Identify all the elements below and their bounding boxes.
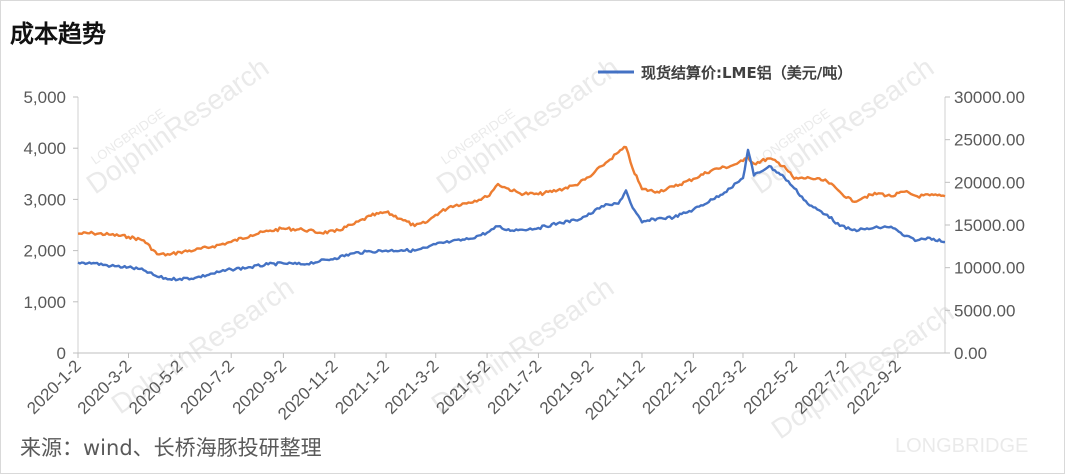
chart-title: 成本趋势: [10, 20, 106, 48]
y-right-tick-label: 0.00: [954, 344, 987, 363]
y-left-tick-label: 4,000: [23, 139, 66, 158]
y-left-ticks: 0 1,000 2,000 3,000 4,000 5,000: [23, 88, 78, 363]
series-line-lme-aluminum: [77, 148, 946, 282]
y-right-tick-label: 20000.00: [954, 173, 1025, 192]
watermark-text: DolphinResearch: [81, 51, 275, 200]
x-tick-label: 2022-3-2: [688, 356, 750, 418]
series-layer: [77, 145, 946, 282]
y-right-tick-label: 5000.00: [954, 301, 1015, 320]
legend-label: 现货结算价:LME铝（美元/吨）: [641, 64, 852, 82]
y-right-tick-label: 25000.00: [954, 131, 1025, 150]
x-tick-label: 2021-1-2: [331, 356, 393, 418]
y-left-tick-label: 5,000: [23, 88, 66, 107]
x-tick-label: 2020-1-2: [23, 356, 85, 418]
y-left-tick-label: 1,000: [23, 293, 66, 312]
source-note: 来源：wind、长桥海豚投研整理: [20, 436, 322, 460]
watermark-text: DolphinResearch: [431, 51, 625, 200]
y-right-tick-label: 15000.00: [954, 216, 1025, 235]
y-left-tick-label: 2,000: [23, 242, 66, 261]
y-left-tick-label: 0: [57, 344, 66, 363]
y-right-ticks: 0.00 5000.00 10000.00 15000.00 20000.00 25000…: [945, 88, 1025, 363]
watermark-corner: LONGBRIDGE: [895, 435, 1028, 457]
x-tick-label: 2022-1-2: [639, 356, 701, 418]
y-left-tick-label: 3,000: [23, 190, 66, 209]
y-right-tick-label: 10000.00: [954, 259, 1025, 278]
x-tick-label: 2021-3-2: [381, 356, 443, 418]
y-right-tick-label: 30000.00: [954, 88, 1025, 107]
series-line-cost: [77, 145, 946, 257]
legend: 现货结算价:LME铝（美元/吨）: [598, 64, 852, 82]
